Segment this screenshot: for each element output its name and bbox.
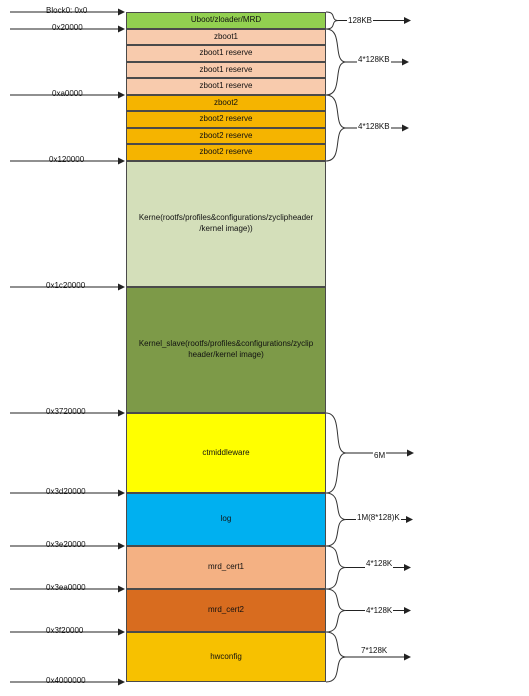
size-label: 4*128KB <box>357 55 391 64</box>
address-label: 0x3e20000 <box>46 540 86 549</box>
address-label: 0x3d20000 <box>46 487 86 496</box>
address-label: 0x3720000 <box>46 407 86 416</box>
block-zboot2-reserve-2: zboot2 reserve <box>126 128 326 144</box>
size-label: 4*128KB <box>357 122 391 131</box>
size-brace <box>325 631 347 683</box>
block-zboot2-reserve-1: zboot2 reserve <box>126 111 326 128</box>
block-kernel: Kerne(rootfs/profiles&configurations/zyc… <box>126 161 326 287</box>
size-label: 4*128K <box>365 606 394 615</box>
size-brace <box>325 28 347 96</box>
block-zboot1: zboot1 <box>126 29 326 45</box>
block-zboot2: zboot2 <box>126 95 326 111</box>
size-label: 6M <box>373 451 387 460</box>
address-label: 0xa0000 <box>52 89 83 98</box>
size-brace <box>325 11 339 30</box>
block-zboot1-reserve-2: zboot1 reserve <box>126 62 326 78</box>
size-label: 1M(8*128)K <box>356 513 401 522</box>
size-brace <box>325 492 347 547</box>
address-label: 0x4000000 <box>46 676 86 685</box>
size-label: 7*128K <box>360 646 389 655</box>
block-ctmiddleware: ctmiddleware <box>126 413 326 493</box>
block-zboot1-reserve-3: zboot1 reserve <box>126 78 326 95</box>
block-uboot-zloader-mrd: Uboot/zloader/MRD <box>126 12 326 29</box>
block-zboot2-reserve-3: zboot2 reserve <box>126 144 326 161</box>
size-label: 128KB <box>347 16 374 25</box>
size-brace <box>325 545 347 590</box>
address-label: Block0: 0x0 <box>46 6 88 15</box>
block-mrd-cert2: mrd_cert2 <box>126 589 326 632</box>
size-brace <box>325 588 347 633</box>
block-hwconfig: hwconfig <box>126 632 326 682</box>
address-label: 0x120000 <box>49 155 85 164</box>
block-zboot1-reserve-1: zboot1 reserve <box>126 45 326 62</box>
size-brace <box>325 412 347 494</box>
size-brace <box>325 94 347 162</box>
address-label: 0x20000 <box>52 23 83 32</box>
block-kernel-slave: Kernel_slave(rootfs/profiles&configurati… <box>126 287 326 413</box>
address-label: 0x1c20000 <box>46 281 86 290</box>
address-label: 0x3ea0000 <box>46 583 86 592</box>
address-label: 0x3f20000 <box>46 626 84 635</box>
block-mrd-cert1: mrd_cert1 <box>126 546 326 589</box>
size-label: 4*128K <box>365 559 394 568</box>
block-log: log <box>126 493 326 546</box>
